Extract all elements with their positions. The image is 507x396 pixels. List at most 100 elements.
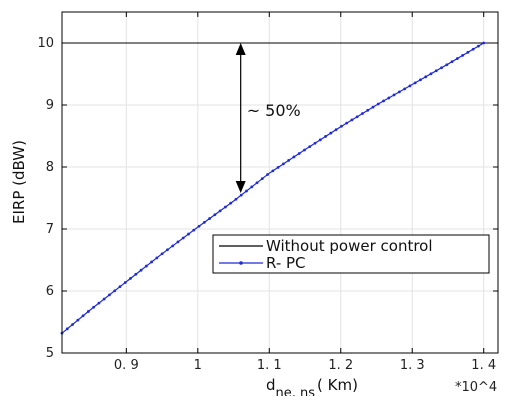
series-point — [276, 165, 280, 169]
series-point — [65, 327, 69, 331]
series-point — [155, 256, 159, 260]
x-tick-label: 1. 2 — [328, 358, 353, 373]
ticks: 0. 9 1 1. 1 1. 2 1. 3 1. 4 5 6 7 8 9 10 — [37, 12, 498, 373]
series-point — [71, 323, 74, 326]
series-point — [245, 189, 248, 193]
series-point — [187, 232, 190, 236]
series-point — [403, 87, 407, 91]
series-point — [81, 314, 85, 318]
series-point — [255, 181, 259, 185]
series-point — [366, 108, 370, 112]
series-point — [281, 162, 285, 166]
series-point — [361, 112, 364, 115]
series-point — [134, 272, 138, 276]
legend-box — [212, 234, 490, 274]
series-point — [339, 124, 343, 128]
series-point — [108, 293, 111, 297]
y-tick-label: 9 — [46, 98, 54, 113]
x-tick-label: 1. 4 — [471, 358, 496, 373]
series-layer — [60, 41, 498, 335]
series-point — [129, 277, 132, 280]
series-point — [413, 81, 417, 85]
x-multiplier-label: *10^4 — [455, 380, 497, 395]
annotation-arrow-head-bottom — [235, 181, 246, 194]
series-point — [86, 310, 90, 313]
series-point — [123, 281, 127, 284]
series-point — [318, 138, 322, 142]
series-point — [408, 84, 412, 88]
series-point — [397, 90, 401, 94]
series-point — [97, 301, 101, 305]
series-point — [455, 57, 459, 60]
series-point — [376, 102, 380, 106]
grid — [62, 12, 498, 354]
series-point — [92, 305, 96, 309]
series-point — [218, 209, 222, 213]
series-point — [229, 201, 233, 205]
series-point — [345, 121, 349, 125]
series-point — [450, 60, 454, 64]
series-point — [482, 41, 486, 45]
series-point — [382, 99, 385, 103]
series-point — [76, 318, 80, 322]
annotation-arrow-head-top — [235, 43, 246, 55]
x-axis-label-main: d — [266, 376, 276, 394]
series-point — [192, 228, 196, 232]
plot-background — [62, 12, 498, 353]
series-point — [297, 152, 301, 155]
x-axis-label-sub: ne, ns — [276, 386, 316, 396]
series-point — [313, 141, 317, 145]
series-point — [371, 105, 375, 109]
series-point — [202, 220, 206, 224]
y-axis-label: EIRP (dBW) — [10, 140, 28, 224]
series-point — [234, 197, 238, 201]
series-point — [250, 185, 254, 189]
series-point — [350, 118, 354, 122]
legend-label-1: R- PC — [266, 254, 306, 272]
series-point — [171, 244, 175, 248]
series-point — [160, 252, 164, 256]
series-point — [271, 169, 275, 173]
series-point — [176, 240, 180, 244]
series-point — [429, 72, 433, 76]
series-point — [150, 260, 154, 264]
series-point — [303, 148, 306, 152]
series-point — [292, 155, 296, 159]
series-point — [424, 75, 428, 79]
series-point — [445, 63, 449, 67]
series-point — [144, 264, 148, 268]
series-point — [113, 289, 117, 293]
y-tick-label: 10 — [37, 36, 54, 51]
series-point — [434, 69, 438, 73]
series-point — [102, 297, 106, 301]
series-point — [334, 128, 338, 132]
series-point — [461, 54, 465, 57]
y-tick-label: 5 — [46, 346, 54, 361]
series-point — [213, 213, 217, 217]
y-tick-label: 8 — [46, 160, 54, 175]
series-point — [355, 115, 359, 119]
legend-marker-1 — [239, 261, 243, 265]
legend-label-0: Without power control — [266, 237, 433, 255]
series-point — [287, 159, 291, 162]
annotation-label: ~ 50% — [247, 101, 301, 120]
annotation: ~ 50% — [235, 43, 301, 194]
series-point — [419, 78, 422, 82]
series-point — [440, 66, 443, 70]
series-point — [308, 145, 312, 149]
series-point — [266, 173, 269, 176]
series-point — [324, 135, 327, 138]
series-point — [197, 224, 201, 228]
x-tick-label: 0. 9 — [114, 358, 139, 373]
x-axis-label-unit: ( Km) — [317, 376, 358, 394]
y-tick-label: 7 — [46, 222, 54, 237]
x-tick-label: 1. 1 — [257, 358, 282, 373]
series-point — [466, 50, 470, 54]
series-point — [181, 236, 185, 240]
series-point — [239, 193, 243, 197]
series-point — [471, 47, 475, 51]
plot-frame — [61, 11, 499, 354]
y-tick-label: 6 — [46, 284, 54, 299]
